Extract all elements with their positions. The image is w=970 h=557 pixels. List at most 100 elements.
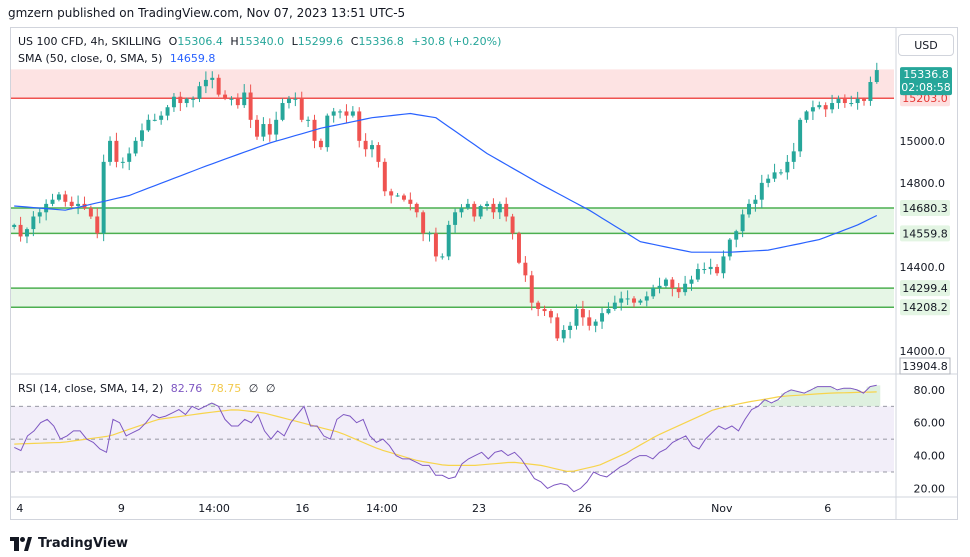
candle	[862, 98, 867, 101]
currency-button[interactable]: USD	[898, 34, 954, 56]
rsi-extra-2: ∅	[265, 382, 276, 395]
candle	[810, 107, 815, 112]
candle	[740, 214, 745, 232]
time-tick-label: Nov	[711, 502, 733, 515]
low-axis-label-bg	[900, 358, 950, 374]
candle	[587, 317, 592, 326]
candle	[715, 266, 720, 274]
candle	[568, 325, 573, 330]
candle	[804, 111, 809, 120]
candle	[95, 216, 100, 234]
candle	[433, 233, 438, 257]
candle	[478, 205, 483, 217]
rsi-line	[14, 384, 877, 493]
zone-0	[11, 69, 894, 99]
candle	[69, 201, 74, 206]
candle	[267, 124, 272, 135]
candle	[580, 308, 585, 318]
candle	[638, 300, 643, 303]
level-axis-label-4: 14208.2	[902, 301, 948, 314]
level-axis-label-0: 15203.0	[902, 92, 948, 105]
symbol-title[interactable]: US 100 CFD, 4h, SKILLING	[18, 35, 162, 48]
candle	[191, 98, 196, 100]
time-tick-label: 14:00	[366, 502, 398, 515]
candle	[50, 199, 55, 204]
candle	[331, 111, 336, 116]
rsi-extra-1: ∅	[248, 382, 259, 395]
candle	[830, 103, 835, 110]
rsi-legend[interactable]: RSI (14, close, SMA, 14, 2) 82.76 78.75 …	[18, 382, 275, 395]
candle	[868, 82, 873, 101]
candle	[261, 124, 266, 137]
level-axis-label-2: 14559.8	[902, 227, 948, 240]
low-label: L	[291, 35, 298, 48]
candle	[619, 298, 624, 303]
candle	[306, 119, 311, 121]
rsi-tick-label: 60.00	[914, 417, 946, 430]
candle	[357, 111, 362, 141]
zone-2	[11, 288, 894, 308]
candle	[491, 203, 496, 213]
level-axis-label-1-bg	[900, 200, 950, 217]
candle	[338, 111, 343, 113]
candle	[171, 96, 176, 108]
candle	[465, 203, 470, 209]
candle	[24, 229, 29, 237]
candle	[414, 203, 419, 213]
candle	[529, 275, 534, 303]
candle	[472, 203, 477, 217]
candle	[555, 317, 560, 339]
candle	[632, 298, 636, 303]
candle	[165, 107, 170, 116]
rsi-label: RSI (14, close, SMA, 14, 2)	[18, 382, 164, 395]
candle	[536, 302, 541, 309]
candle	[184, 98, 189, 104]
candle	[401, 195, 406, 200]
candle	[178, 96, 183, 104]
candle	[574, 308, 579, 326]
tradingview-footer[interactable]: TradingView	[10, 536, 128, 551]
candle	[523, 262, 528, 276]
price-legend: US 100 CFD, 4h, SKILLING O15306.4 H15340…	[18, 35, 501, 48]
rsi-tick-label: 40.00	[914, 450, 946, 463]
candle	[446, 224, 451, 257]
chart-frame	[10, 27, 958, 520]
candle	[408, 199, 413, 204]
candle	[395, 195, 400, 197]
candle	[791, 151, 796, 162]
candle	[114, 140, 119, 162]
candle	[216, 77, 221, 95]
candle	[299, 98, 304, 120]
zone-1	[11, 208, 894, 234]
candle	[702, 269, 707, 271]
candle	[88, 208, 93, 217]
candle	[459, 208, 464, 213]
candle	[18, 224, 23, 237]
candle	[676, 287, 681, 293]
candle	[766, 178, 771, 183]
candle	[120, 161, 125, 163]
sma-legend[interactable]: SMA (50, close, 0, SMA, 5) 14659.8	[18, 52, 215, 65]
candle	[759, 182, 764, 200]
candle	[140, 130, 144, 141]
level-axis-label-4-bg	[900, 299, 950, 316]
candle	[248, 92, 253, 120]
level-axis-label-3: 14299.4	[902, 282, 948, 295]
candle	[389, 191, 394, 196]
candle	[561, 329, 566, 339]
candle	[274, 119, 279, 135]
candle	[689, 279, 694, 284]
candle	[37, 212, 42, 217]
candle	[293, 98, 298, 100]
time-tick-label: 23	[472, 502, 486, 515]
candle	[612, 302, 617, 309]
candle	[63, 194, 68, 202]
candle	[823, 105, 828, 110]
candle	[197, 86, 202, 99]
candle	[280, 103, 285, 120]
candle	[101, 161, 106, 234]
tradingview-logo-icon	[10, 536, 32, 551]
candle	[548, 311, 553, 318]
candle	[874, 70, 879, 83]
